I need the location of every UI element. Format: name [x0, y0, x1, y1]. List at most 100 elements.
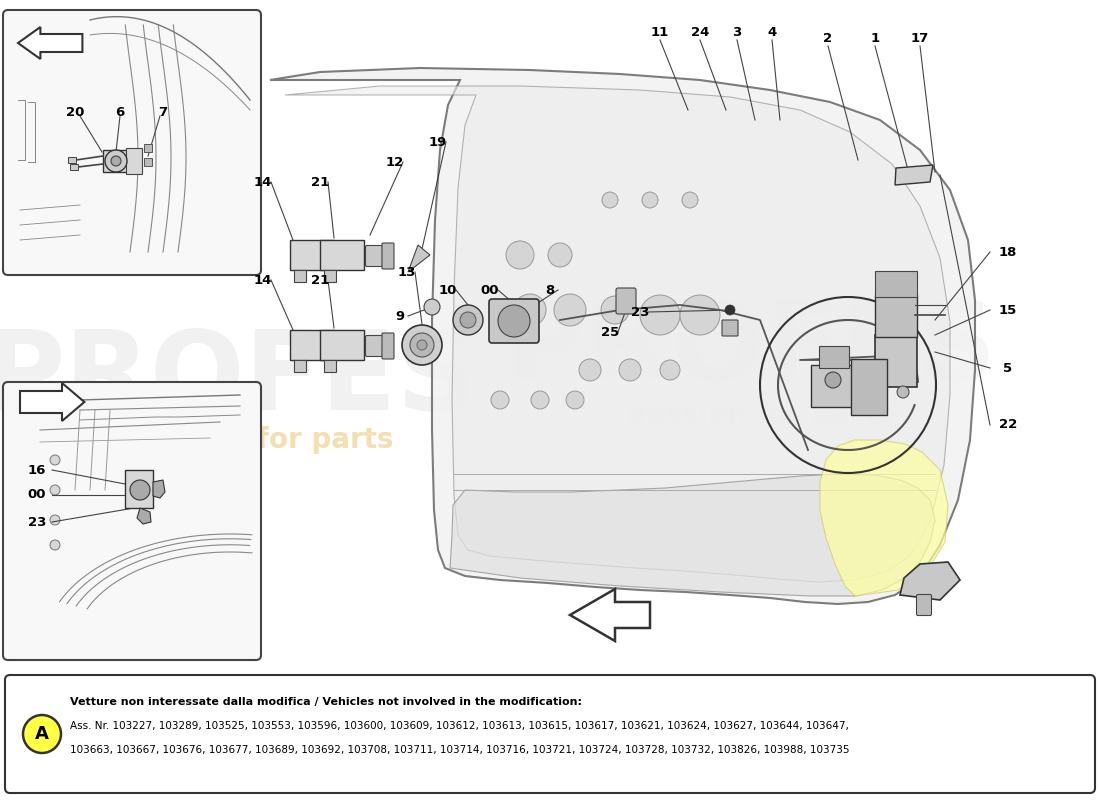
FancyBboxPatch shape — [3, 382, 261, 660]
FancyBboxPatch shape — [3, 10, 261, 275]
Circle shape — [682, 192, 698, 208]
Circle shape — [460, 312, 476, 328]
Text: 14: 14 — [254, 274, 272, 286]
FancyBboxPatch shape — [382, 333, 394, 359]
Text: 00: 00 — [28, 489, 46, 502]
Text: Ass. Nr. 103227, 103289, 103525, 103553, 103596, 103600, 103609, 103612, 103613,: Ass. Nr. 103227, 103289, 103525, 103553,… — [70, 721, 849, 731]
Circle shape — [660, 360, 680, 380]
FancyBboxPatch shape — [722, 320, 738, 336]
Text: 5: 5 — [1003, 362, 1013, 374]
FancyBboxPatch shape — [616, 288, 636, 314]
Circle shape — [506, 241, 534, 269]
Text: 21: 21 — [311, 175, 329, 189]
FancyBboxPatch shape — [811, 365, 857, 407]
FancyBboxPatch shape — [103, 150, 135, 172]
Text: Vetture non interessate dalla modifica / Vehicles not involved in the modificati: Vetture non interessate dalla modifica /… — [70, 697, 582, 707]
FancyBboxPatch shape — [365, 335, 383, 357]
Text: 7: 7 — [158, 106, 167, 118]
Circle shape — [453, 305, 483, 335]
FancyBboxPatch shape — [126, 148, 142, 174]
Text: 103663, 103667, 103676, 103677, 103689, 103692, 103708, 103711, 103714, 103716, : 103663, 103667, 103676, 103677, 103689, … — [70, 745, 849, 755]
FancyBboxPatch shape — [874, 271, 917, 297]
FancyBboxPatch shape — [382, 243, 394, 269]
Circle shape — [896, 386, 909, 398]
Circle shape — [680, 295, 720, 335]
Text: 23: 23 — [28, 515, 46, 529]
Text: 21: 21 — [311, 274, 329, 286]
Text: 18: 18 — [999, 246, 1018, 258]
FancyBboxPatch shape — [490, 299, 539, 343]
Text: passion for parts: passion for parts — [627, 401, 893, 429]
Text: 9: 9 — [395, 310, 405, 322]
Text: PROFES: PROFES — [504, 297, 997, 403]
Circle shape — [491, 391, 509, 409]
Text: 3: 3 — [733, 26, 741, 38]
Circle shape — [104, 150, 126, 172]
Text: 20: 20 — [66, 106, 85, 118]
Text: 25: 25 — [601, 326, 619, 338]
Text: 13: 13 — [398, 266, 416, 278]
Circle shape — [640, 295, 680, 335]
Polygon shape — [450, 474, 935, 596]
Text: 1: 1 — [870, 31, 880, 45]
Circle shape — [417, 340, 427, 350]
FancyBboxPatch shape — [70, 164, 78, 170]
Circle shape — [50, 485, 60, 495]
Text: 19: 19 — [429, 135, 447, 149]
FancyBboxPatch shape — [874, 295, 917, 337]
Text: 23: 23 — [630, 306, 649, 318]
Polygon shape — [285, 86, 950, 582]
Text: 11: 11 — [651, 26, 669, 38]
Circle shape — [725, 305, 735, 315]
Circle shape — [619, 359, 641, 381]
FancyBboxPatch shape — [144, 158, 152, 166]
FancyBboxPatch shape — [290, 330, 334, 360]
Text: 6: 6 — [116, 106, 124, 118]
FancyBboxPatch shape — [125, 470, 153, 508]
Circle shape — [50, 455, 60, 465]
Polygon shape — [138, 508, 151, 524]
Circle shape — [50, 540, 60, 550]
Polygon shape — [18, 27, 82, 59]
FancyBboxPatch shape — [290, 240, 334, 270]
Circle shape — [23, 715, 61, 753]
Circle shape — [548, 243, 572, 267]
Text: 10: 10 — [439, 283, 458, 297]
Circle shape — [424, 299, 440, 315]
Polygon shape — [895, 165, 933, 185]
Text: passion for parts: passion for parts — [126, 426, 394, 454]
Text: 4: 4 — [768, 26, 777, 38]
Circle shape — [554, 294, 586, 326]
Circle shape — [130, 480, 150, 500]
Text: 24: 24 — [691, 26, 710, 38]
Circle shape — [531, 391, 549, 409]
Circle shape — [642, 192, 658, 208]
Polygon shape — [294, 270, 306, 282]
Circle shape — [579, 359, 601, 381]
Circle shape — [498, 305, 530, 337]
Text: A: A — [35, 725, 48, 743]
FancyBboxPatch shape — [916, 594, 932, 615]
FancyBboxPatch shape — [68, 157, 76, 163]
FancyBboxPatch shape — [851, 359, 887, 415]
Circle shape — [514, 294, 546, 326]
Circle shape — [825, 372, 842, 388]
FancyBboxPatch shape — [365, 246, 383, 266]
Text: 17: 17 — [911, 31, 930, 45]
Circle shape — [602, 192, 618, 208]
Text: PROFES: PROFES — [0, 326, 476, 434]
FancyBboxPatch shape — [320, 240, 364, 270]
Circle shape — [601, 296, 629, 324]
Text: 22: 22 — [999, 418, 1018, 431]
Polygon shape — [20, 383, 85, 421]
Circle shape — [50, 515, 60, 525]
Text: 14: 14 — [254, 175, 272, 189]
Polygon shape — [408, 245, 430, 272]
Polygon shape — [900, 562, 960, 600]
Polygon shape — [324, 360, 336, 372]
Text: 00: 00 — [481, 283, 499, 297]
FancyBboxPatch shape — [874, 335, 917, 387]
Text: 2: 2 — [824, 31, 833, 45]
Polygon shape — [294, 360, 306, 372]
FancyBboxPatch shape — [320, 330, 364, 360]
